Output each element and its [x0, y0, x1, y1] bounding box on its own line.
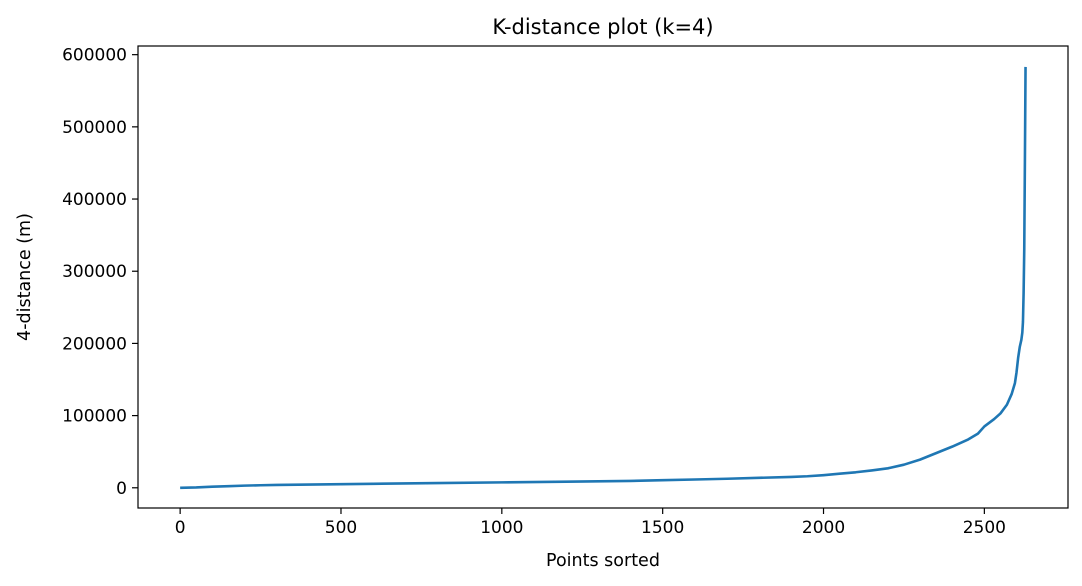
series-line-0: [180, 66, 1027, 490]
x-tick-label: 500: [325, 518, 357, 538]
plot-area: [180, 66, 1027, 490]
y-tick-label: 0: [116, 479, 127, 499]
y-tick-label: 600000: [62, 46, 127, 66]
y-tick-label: 100000: [62, 407, 127, 427]
y-tick-label: 500000: [62, 118, 127, 138]
y-tick-label: 200000: [62, 334, 127, 354]
x-axis: 0 500 1000 1500 2000 2500: [175, 508, 1006, 538]
x-axis-label: Points sorted: [546, 551, 660, 571]
y-tick-label: 400000: [62, 190, 127, 210]
y-axis: 0 100000 200000 300000 400000 500000 600000: [62, 46, 138, 499]
x-tick-label: 0: [175, 518, 186, 538]
x-tick-label: 1000: [480, 518, 523, 538]
y-axis-label: 4-distance (m): [15, 213, 35, 341]
axes-frame: [137, 45, 1069, 509]
chart-title: K-distance plot (k=4): [492, 15, 713, 39]
x-tick-label: 1500: [641, 518, 684, 538]
x-tick-label: 2000: [802, 518, 845, 538]
x-tick-label: 2500: [963, 518, 1006, 538]
y-tick-label: 300000: [62, 262, 127, 282]
